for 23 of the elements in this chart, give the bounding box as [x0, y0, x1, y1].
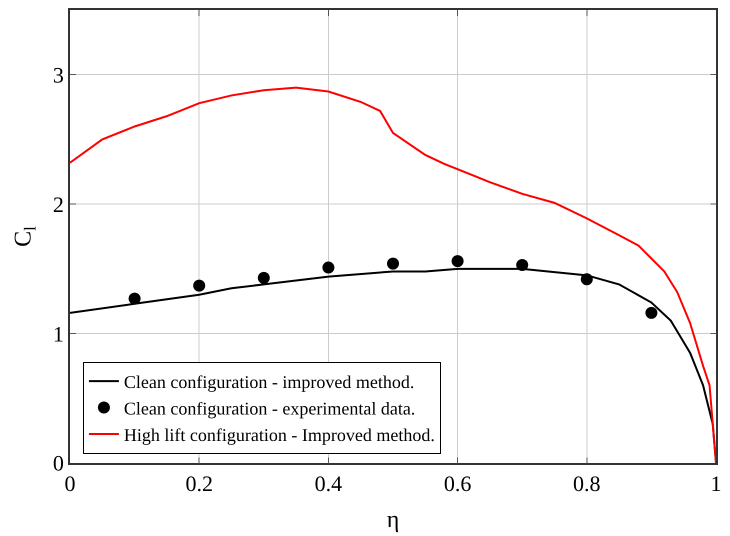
- x-tick-label: 0.4: [314, 471, 342, 496]
- point: [128, 292, 141, 305]
- y-tick-label: 3: [52, 62, 64, 88]
- point: [452, 255, 464, 268]
- point: [258, 272, 270, 284]
- y-tick-label: 1: [52, 321, 64, 346]
- point: [387, 258, 399, 270]
- x-tick-label: 0.8: [573, 471, 601, 496]
- x-tick-label: 1: [710, 471, 722, 496]
- point: [193, 280, 206, 292]
- point: [580, 273, 593, 286]
- legend-label: Clean configuration - experimental data.: [124, 398, 416, 419]
- x-tick-label: 0.6: [444, 471, 472, 496]
- y-tick-label: 0: [52, 450, 64, 476]
- x-tick-label: 0.2: [185, 471, 213, 496]
- legend-label: High lift configuration - Improved method.: [124, 424, 435, 445]
- point: [645, 306, 658, 319]
- point: [322, 262, 334, 274]
- point: [516, 258, 528, 271]
- x-axis-title: η: [386, 506, 400, 533]
- line-series: [70, 86, 716, 463]
- y-tick-label: 2: [52, 192, 64, 217]
- legend-label: Clean configuration - improved method.: [124, 372, 414, 392]
